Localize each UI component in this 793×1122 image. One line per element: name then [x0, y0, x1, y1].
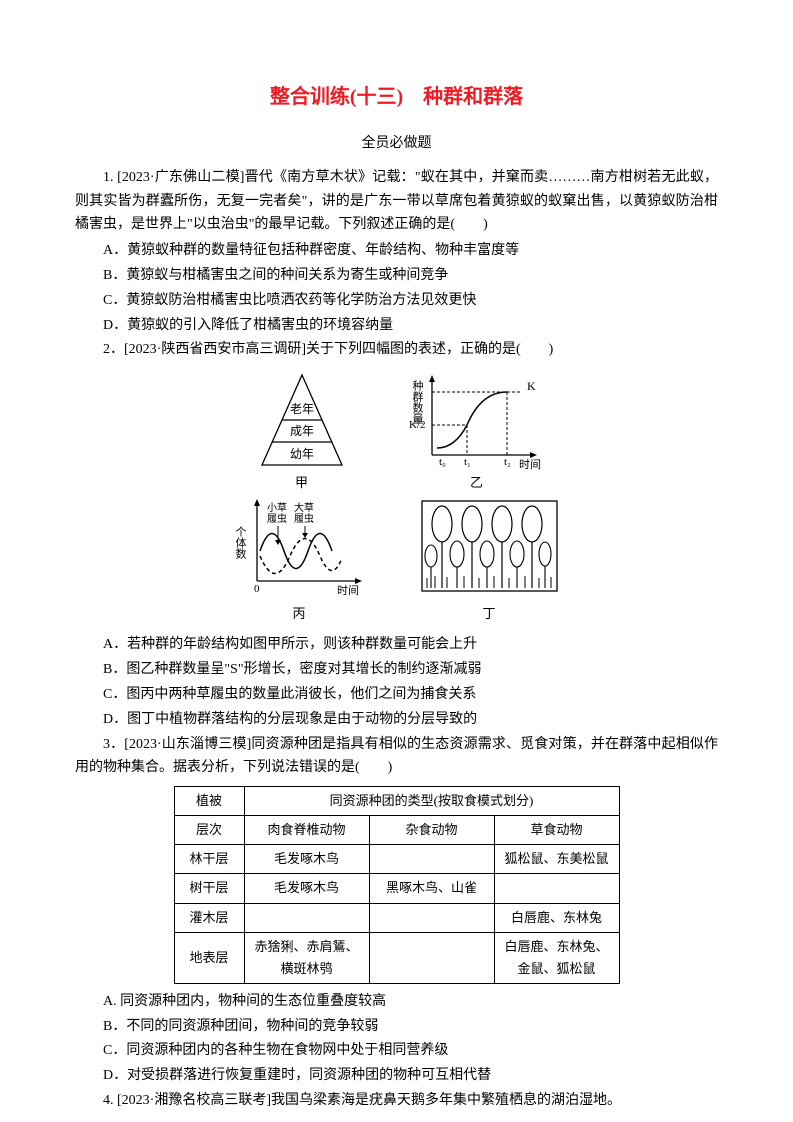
fig-bing-label: 丙 [232, 603, 367, 625]
svg-text:t₀: t₀ [439, 456, 446, 468]
th-type: 同资源种团的类型(按取食模式划分) [244, 787, 619, 816]
table-row: 地表层 赤猞猁、赤肩鵟、横斑林鸮 白唇鹿、东林兔、金鼠、狐松鼠 [174, 932, 619, 983]
th-cengci: 层次 [174, 816, 244, 845]
q1-opt-a: A．黄猄蚁种群的数量特征包括种群密度、年龄结构、物种丰富度等 [75, 239, 718, 263]
q2-opt-d: D．图丁中植物群落结构的分层现象是由于动物的分层导致的 [75, 708, 718, 732]
svg-text:履虫: 履虫 [267, 513, 287, 525]
svg-text:时间: 时间 [519, 458, 541, 470]
table-row: 灌木层 白唇鹿、东林兔 [174, 903, 619, 932]
q2-figures: 老年 成年 幼年 甲 K K/2 种群数量 t₀ t₁ [75, 370, 718, 625]
svg-text:个体数: 个体数 [234, 526, 247, 560]
q2-opt-b: B．图乙种群数量呈"S"形增长，密度对其增长的制约逐渐减弱 [75, 658, 718, 682]
fig-ding-label: 丁 [417, 603, 562, 625]
fig-yi-label: 乙 [407, 472, 547, 494]
svg-text:0: 0 [254, 583, 260, 595]
q3-opt-b: B．不同的同资源种团间，物种间的竞争较弱 [75, 1015, 718, 1039]
th-col0: 肉食脊椎动物 [244, 816, 369, 845]
q2-opt-c: C．图丙中两种草履虫的数量此消彼长，他们之间为捕食关系 [75, 683, 718, 707]
svg-text:K: K [527, 379, 536, 393]
q3-opt-c: C．同资源种团内的各种生物在食物网中处于相同营养级 [75, 1039, 718, 1063]
fig-ding: 丁 [417, 496, 562, 625]
fig-yi: K K/2 种群数量 t₀ t₁ t₂ 时间 乙 [407, 370, 547, 494]
svg-text:t₂: t₂ [504, 456, 511, 468]
q1-stem: 1. [2023·广东佛山二模]晋代《南方草木状》记载："蚁在其中，并窠而卖……… [75, 166, 718, 237]
svg-text:大草: 大草 [294, 501, 314, 514]
svg-text:幼年: 幼年 [289, 447, 313, 461]
svg-text:小草: 小草 [267, 502, 287, 514]
page-title: 整合训练(十三) 种群和群落 [75, 80, 718, 114]
svg-text:老年: 老年 [289, 402, 313, 416]
q3-stem: 3．[2023·山东淄博三模]同资源种团是指具有相似的生态资源需求、觅食对策，并… [75, 733, 718, 781]
subtitle: 全员必做题 [75, 132, 718, 156]
q2-stem: 2．[2023·陕西省西安市高三调研]关于下列四幅图的表述，正确的是( ) [75, 338, 718, 362]
th-col1: 杂食动物 [369, 816, 494, 845]
q2-opt-a: A．若种群的年龄结构如图甲所示，则该种群数量可能会上升 [75, 633, 718, 657]
th-col2: 草食动物 [494, 816, 619, 845]
svg-text:种群数量: 种群数量 [411, 379, 424, 424]
fig-bing: 个体数 0 时间 小草 履虫 大草 履虫 丙 [232, 496, 367, 625]
table-row: 林干层 毛发啄木鸟 狐松鼠、东美松鼠 [174, 845, 619, 874]
q1-opt-d: D．黄猄蚁的引入降低了柑橘害虫的环境容纳量 [75, 314, 718, 338]
q4-stem: 4. [2023·湘豫名校高三联考]我国乌梁素海是疣鼻天鹅多年集中繁殖栖息的湖泊… [75, 1089, 718, 1113]
q3-opt-d: D．对受损群落进行恢复重建时，同资源种团的物种可互相代替 [75, 1064, 718, 1088]
svg-text:履虫: 履虫 [294, 513, 314, 525]
q3-table: 植被 同资源种团的类型(按取食模式划分) 层次 肉食脊椎动物 杂食动物 草食动物… [174, 786, 620, 984]
svg-text:成年: 成年 [289, 424, 313, 438]
svg-text:t₁: t₁ [464, 456, 471, 468]
fig-jia-label: 甲 [247, 472, 357, 494]
svg-text:时间: 时间 [337, 584, 359, 597]
th-zhibei: 植被 [174, 787, 244, 816]
fig-jia: 老年 成年 幼年 甲 [247, 370, 357, 494]
q1-opt-c: C．黄猄蚁防治柑橘害虫比喷洒农药等化学防治方法见效更快 [75, 289, 718, 313]
table-row: 树干层 毛发啄木鸟 黑啄木鸟、山雀 [174, 874, 619, 903]
q1-opt-b: B．黄猄蚁与柑橘害虫之间的种间关系为寄生或种间竞争 [75, 264, 718, 288]
q3-opt-a: A. 同资源种团内，物种间的生态位重叠度较高 [75, 990, 718, 1014]
